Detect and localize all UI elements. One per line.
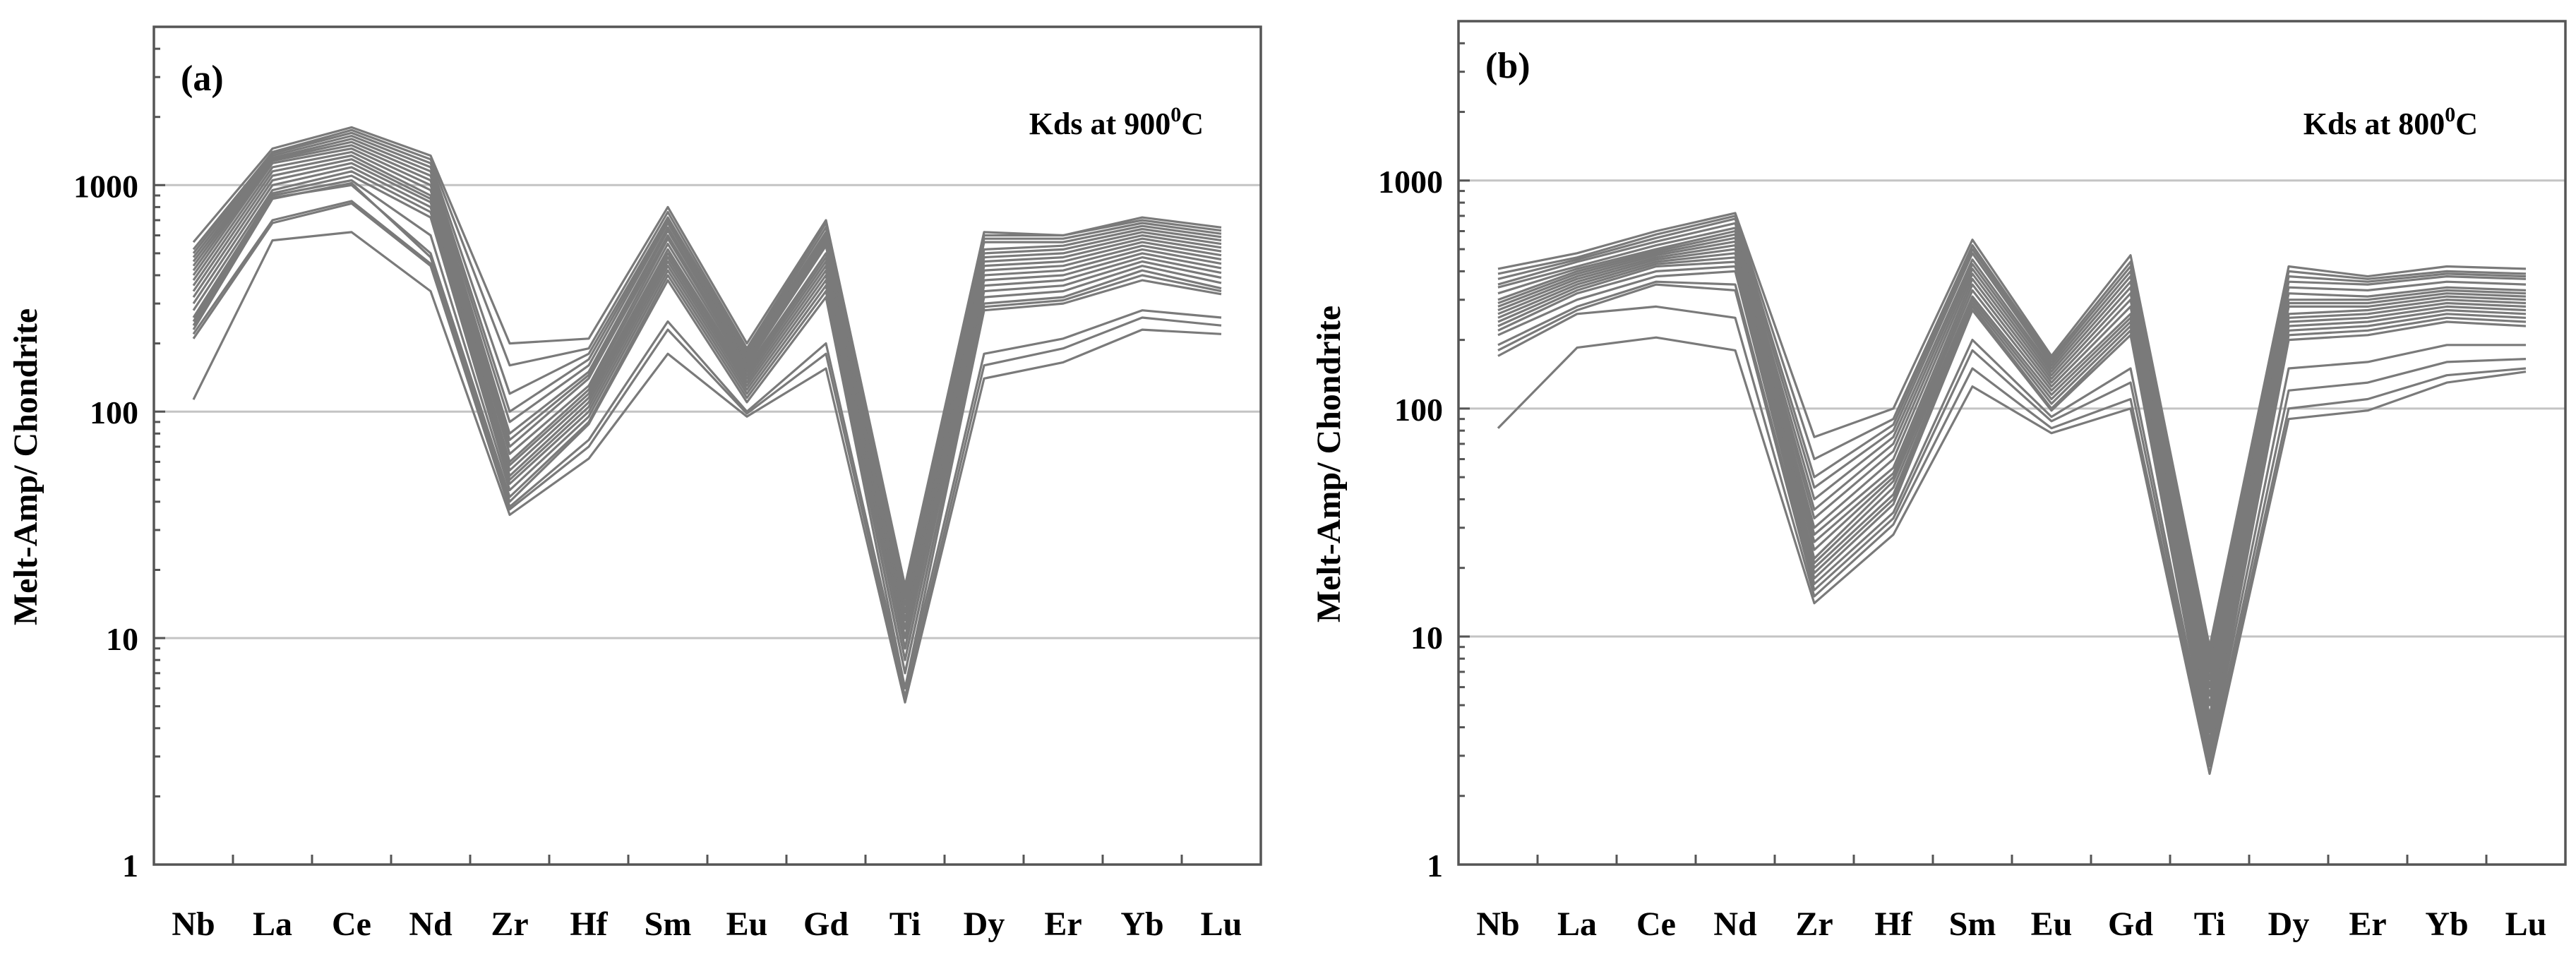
series-line-s13 <box>192 166 1222 650</box>
x-tick-label-ce: Ce <box>1636 905 1676 943</box>
x-tick-label-yb: Yb <box>1120 905 1163 943</box>
y-axis-label: Melt-Amp/ Chondrite <box>7 308 44 625</box>
series-line-s12 <box>1497 252 2527 729</box>
series-line-s3 <box>1497 217 2527 660</box>
x-tick-label-hf: Hf <box>1874 905 1912 943</box>
x-tick-label-yb: Yb <box>2425 905 2468 943</box>
x-tick-label-lu: Lu <box>2505 905 2547 943</box>
panel-label: (a) <box>181 59 224 99</box>
x-tick-label-eu: Eu <box>726 905 768 943</box>
annotation-kds: Kds at 9000C <box>1029 103 1204 141</box>
panel-label: (b) <box>1485 46 1530 86</box>
series-line-s10 <box>1497 244 2527 717</box>
y-tick-label: 1 <box>122 848 138 884</box>
series-line-s2 <box>1497 215 2527 654</box>
annotation-superscript: 0 <box>1170 103 1181 126</box>
series-line-s20 <box>192 202 1222 699</box>
series-line-s4 <box>192 134 1222 606</box>
series-line-s19 <box>1497 305 2527 768</box>
series-line-s8 <box>192 147 1222 630</box>
series-line-s13 <box>1497 256 2527 734</box>
x-tick-label-zr: Zr <box>1795 905 1833 943</box>
plot-frame <box>1457 20 2567 866</box>
series-line-s3 <box>192 131 1222 600</box>
y-tick-label: 100 <box>90 395 138 431</box>
x-tick-label-la: La <box>253 905 292 943</box>
series-line-s21 <box>192 231 1222 704</box>
panel-a: 1 10 100 1000 Nb La Ce Nd Zr Hf Sm Eu Gd Ti Dy Er Yb Lu Me… <box>7 25 1262 943</box>
x-tick-label-nb: Nb <box>172 905 215 943</box>
y-tick-label: 1000 <box>73 168 138 204</box>
series-line-s1 <box>192 126 1222 587</box>
series-line-s6 <box>1497 229 2527 681</box>
y-axis-label: Melt-Amp/ Chondrite <box>1310 306 1348 622</box>
series-line-s11 <box>192 158 1222 639</box>
x-tick-label-er: Er <box>2349 905 2386 943</box>
series-line-s6 <box>192 140 1222 622</box>
y-tick-label: 10 <box>106 621 138 657</box>
panel-b: 1 10 100 1000 Nb La Ce Nd Zr Hf Sm Eu Gd Ti Dy Er Yb Lu Me… <box>1310 20 2567 943</box>
y-tick-label: 1000 <box>1378 164 1443 200</box>
x-tick-label-sm: Sm <box>1949 905 1996 943</box>
series-line-s14 <box>1497 260 2527 742</box>
series-line-s15 <box>1497 265 2527 748</box>
series-line-s18 <box>192 181 1222 690</box>
series-line-s12 <box>192 162 1222 650</box>
series-line-s2 <box>192 128 1222 594</box>
annotation-suffix: C <box>1181 107 1204 141</box>
series-line-s10 <box>192 154 1222 639</box>
x-tick-label-gd: Gd <box>2108 905 2153 943</box>
x-tick-label-lu: Lu <box>1201 905 1242 943</box>
y-tick-label: 100 <box>1394 392 1443 428</box>
x-tick-label-zr: Zr <box>491 905 528 943</box>
annotation-superscript: 0 <box>2445 103 2455 126</box>
x-tick-label-ti: Ti <box>889 905 921 943</box>
series-line-s18 <box>1497 283 2527 764</box>
series-line-s20 <box>1497 336 2527 776</box>
series-line-s8 <box>1497 236 2527 697</box>
annotation-prefix: Kds at 800 <box>2304 107 2445 141</box>
series-line-s5 <box>192 138 1222 614</box>
x-tick-label-dy: Dy <box>2268 905 2310 943</box>
series-line-s17 <box>192 183 1222 675</box>
x-tick-label-nd: Nd <box>409 905 453 943</box>
series-line-s14 <box>192 170 1222 661</box>
series-group <box>1497 212 2527 776</box>
annotation-prefix: Kds at 900 <box>1029 107 1170 141</box>
x-tick-label-sm: Sm <box>645 905 692 943</box>
x-tick-label-ce: Ce <box>332 905 371 943</box>
series-line-s16 <box>1497 270 2527 754</box>
annotation-suffix: C <box>2455 107 2478 141</box>
series-line-s15 <box>192 174 1222 661</box>
x-tick-label-nb: Nb <box>1476 905 1519 943</box>
series-group <box>192 126 1222 704</box>
x-tick-label-nd: Nd <box>1713 905 1757 943</box>
x-tick-label-hf: Hf <box>570 905 608 943</box>
series-line-s1 <box>1497 212 2527 649</box>
y-tick-label: 1 <box>1427 848 1443 884</box>
series-line-s11 <box>1497 248 2527 724</box>
x-tick-label-ti: Ti <box>2194 905 2225 943</box>
series-line-s7 <box>1497 233 2527 689</box>
x-tick-label-gd: Gd <box>803 905 849 943</box>
series-line-s7 <box>192 144 1222 622</box>
series-line-s4 <box>1497 222 2527 666</box>
x-tick-label-er: Er <box>1044 905 1082 943</box>
series-line-s5 <box>1497 227 2527 673</box>
x-tick-label-dy: Dy <box>964 905 1005 943</box>
series-line-s16 <box>192 179 1222 675</box>
series-line-s9 <box>192 150 1222 630</box>
x-tick-label-eu: Eu <box>2031 905 2073 943</box>
series-line-s19 <box>192 200 1222 690</box>
x-tick-label-la: La <box>1557 905 1597 943</box>
y-tick-label: 10 <box>1410 620 1443 656</box>
series-line-s17 <box>1497 280 2526 757</box>
series-line-s9 <box>1497 240 2527 706</box>
annotation-kds: Kds at 8000C <box>2304 103 2478 141</box>
